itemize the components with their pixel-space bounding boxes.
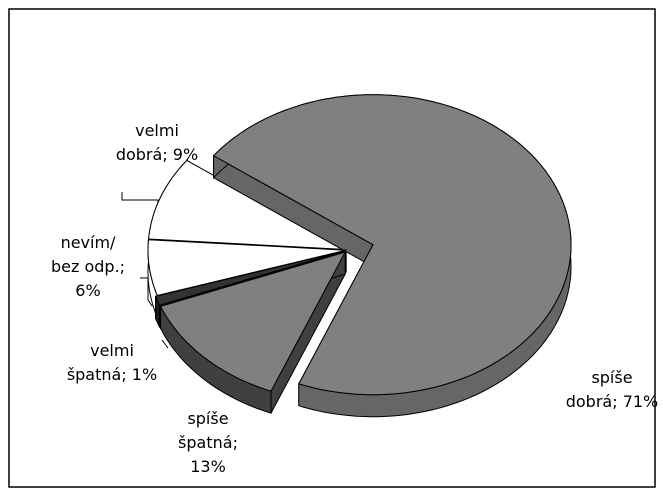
data-label: velmi špatná; 1%	[67, 341, 157, 384]
data-label: spíše špatná; 13%	[178, 409, 238, 476]
data-label-line: velmi	[90, 341, 134, 360]
slice-top	[159, 251, 347, 392]
data-label-line: 6%	[75, 281, 100, 300]
data-label-line: bez odp.;	[51, 257, 125, 276]
pie-slice	[212, 94, 572, 418]
data-label-line: nevím/	[61, 233, 116, 252]
pie-slice	[159, 251, 347, 414]
data-label-line: spíše	[591, 368, 632, 387]
data-label: velmi dobrá; 9%	[116, 121, 198, 164]
data-label-line: 13%	[190, 457, 226, 476]
leader-line	[161, 339, 169, 349]
data-label: nevím/bez odp.; 6%	[51, 233, 125, 300]
data-label-line: velmi	[135, 121, 179, 140]
leader-line	[140, 277, 153, 307]
slice-top	[154, 250, 345, 306]
data-label: spíše dobrá; 71%	[566, 368, 659, 411]
data-label-line: dobrá; 9%	[116, 145, 198, 164]
data-label-line: špatná; 1%	[67, 365, 157, 384]
data-label-line: dobrá; 71%	[566, 392, 659, 411]
data-label-line: špatná;	[178, 433, 238, 452]
slice-top	[212, 94, 572, 396]
slice-top	[147, 239, 347, 297]
slice-top	[148, 159, 347, 250]
data-label-line: spíše	[187, 409, 228, 428]
